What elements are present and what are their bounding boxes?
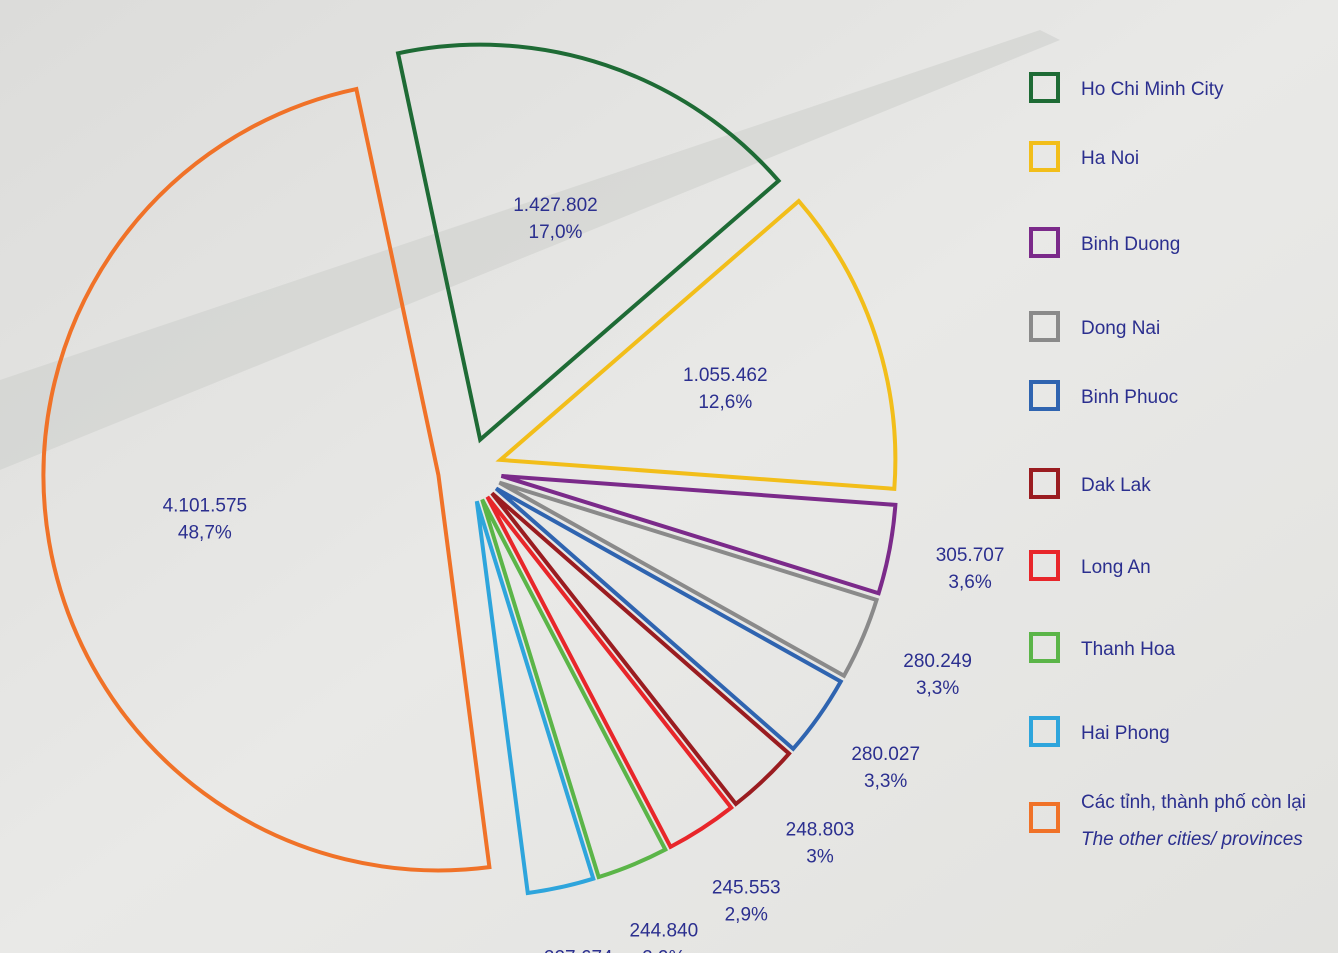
legend-swatch — [1029, 802, 1060, 833]
legend-swatch — [1029, 227, 1060, 258]
value-label: 1.055.462 — [683, 365, 768, 386]
percent-label: 48,7% — [178, 522, 232, 543]
percent-label: 3,3% — [916, 678, 959, 699]
percent-label: 2,9% — [642, 948, 685, 953]
pie-slice — [485, 495, 735, 850]
value-label: 280.027 — [851, 744, 920, 765]
pie-slice — [41, 86, 492, 873]
legend-label: Ho Chi Minh City — [1081, 79, 1224, 100]
legend-label: Binh Phuoc — [1081, 387, 1178, 408]
percent-label: 3% — [806, 847, 834, 868]
value-label: 1.427.802 — [513, 195, 598, 216]
legend-swatch — [1029, 550, 1060, 581]
legend-swatch — [1029, 311, 1060, 342]
legend-label: Long An — [1081, 557, 1151, 578]
legend-label: Các tỉnh, thành phố còn lại — [1081, 792, 1306, 813]
pie-slice — [395, 42, 782, 444]
legend-label: Ha Noi — [1081, 148, 1139, 169]
percent-label: 12,6% — [698, 392, 752, 413]
percent-label: 17,0% — [529, 222, 583, 243]
legend-label: Hai Phong — [1081, 723, 1170, 744]
value-label: 4.101.575 — [163, 495, 248, 516]
legend-swatch — [1029, 716, 1060, 747]
pie-slice — [500, 473, 898, 596]
legend: Ho Chi Minh City Ha Noi Binh Duong Dong Nai… — [1029, 72, 1306, 850]
value-label: 280.249 — [903, 651, 972, 672]
background-bridge — [0, 30, 1060, 470]
value-label: 244.840 — [629, 921, 698, 942]
legend-label: Dak Lak — [1081, 475, 1151, 496]
legend-label-en: The other cities/ provinces — [1081, 829, 1303, 850]
legend-label: Thanh Hoa — [1081, 639, 1175, 660]
legend-swatch — [1029, 468, 1060, 499]
pie-slice — [480, 498, 669, 880]
percent-label: 3,3% — [864, 771, 907, 792]
pie: 1.427.802 17,0% 1.055.462 12,6% 305.707 3,6% 2… — [41, 42, 1005, 953]
pie-slice — [495, 198, 898, 492]
value-label: 227.674 — [544, 947, 613, 953]
legend-swatch — [1029, 632, 1060, 663]
legend-swatch — [1029, 72, 1060, 103]
percent-label: 3,6% — [948, 572, 991, 593]
pie-slice — [498, 480, 880, 679]
value-label: 305.707 — [936, 545, 1005, 566]
pie-slice — [490, 491, 792, 807]
value-label: 245.553 — [712, 878, 781, 899]
legend-label: Binh Duong — [1081, 234, 1180, 255]
percent-label: 2,9% — [725, 905, 768, 926]
pie-slice — [494, 486, 844, 752]
value-label: 248.803 — [786, 820, 855, 841]
legend-swatch — [1029, 380, 1060, 411]
legend-label: Dong Nai — [1081, 318, 1160, 339]
legend-swatch — [1029, 141, 1060, 172]
pie-slice — [474, 500, 596, 896]
